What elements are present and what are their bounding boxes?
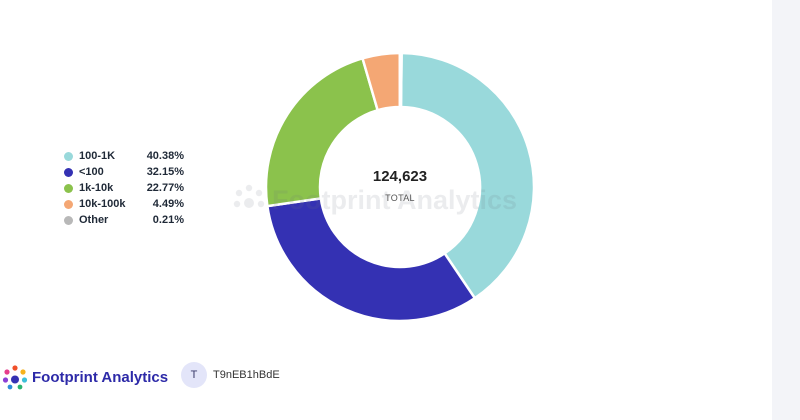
- footer-brand[interactable]: Footprint Analytics: [2, 364, 168, 390]
- legend-label: <100: [79, 166, 104, 178]
- legend-label: Other: [79, 214, 109, 226]
- legend-percent: 40.38%: [146, 150, 184, 162]
- donut-slice[interactable]: [398, 51, 403, 109]
- donut-slice[interactable]: [399, 51, 536, 300]
- legend-swatch: [64, 151, 73, 161]
- scrollbar-track[interactable]: [772, 0, 800, 420]
- legend-label: 10k-100k: [79, 198, 126, 210]
- brand-name: Footprint Analytics: [32, 368, 169, 386]
- legend-percent: 22.77%: [146, 182, 184, 194]
- legend-swatch: [64, 215, 73, 225]
- legend-percent: 4.49%: [152, 198, 184, 210]
- legend-swatch: [64, 199, 73, 209]
- legend-item[interactable]: 10k-100k 4.49%: [64, 196, 184, 212]
- legend-label: 1k-10k: [79, 182, 114, 194]
- legend-item[interactable]: Other 0.21%: [64, 212, 184, 228]
- username: T9nEB1hBdE: [213, 369, 280, 381]
- footprint-logo-icon: [2, 365, 28, 390]
- donut-center-total: 124,623: [372, 168, 428, 185]
- legend-percent: 0.21%: [152, 214, 184, 226]
- legend-item[interactable]: 100-1K 40.38%: [64, 148, 184, 164]
- donut-center-label: TOTAL: [385, 193, 415, 203]
- legend-item[interactable]: <100 32.15%: [64, 164, 184, 180]
- legend-item[interactable]: 1k-10k 22.77%: [64, 180, 184, 196]
- legend-percent: 32.15%: [146, 166, 184, 178]
- legend-swatch: [64, 183, 73, 193]
- chart-legend: 100-1K 40.38% <100 32.15% 1k-10k 22.77% …: [64, 148, 184, 228]
- user-chip[interactable]: T T9nEB1hBdE: [181, 362, 280, 388]
- legend-swatch: [64, 167, 73, 177]
- avatar: T: [181, 362, 207, 388]
- donut-slice[interactable]: [265, 197, 477, 323]
- legend-label: 100-1K: [79, 150, 116, 162]
